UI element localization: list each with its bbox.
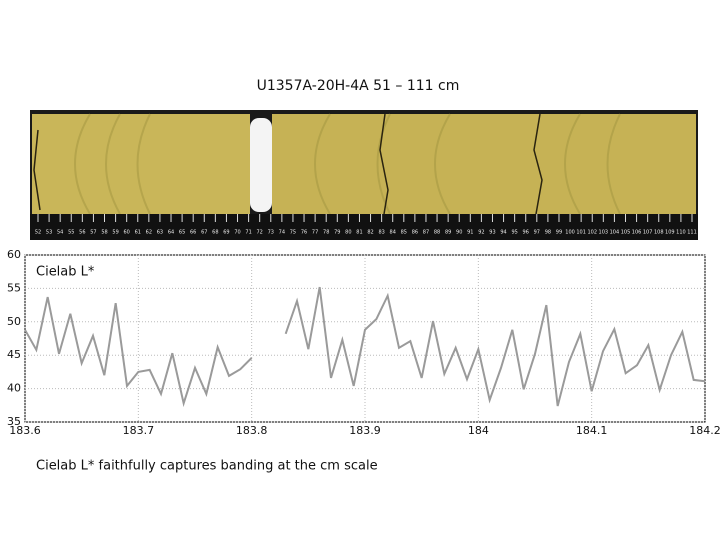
ruler-label: 86 xyxy=(412,230,418,236)
ruler-label: 58 xyxy=(101,230,107,236)
ruler-label: 53 xyxy=(46,230,52,236)
ruler-label: 106 xyxy=(632,230,642,236)
ruler-label: 94 xyxy=(500,230,506,236)
ruler-label: 88 xyxy=(434,230,440,236)
ruler-label: 98 xyxy=(545,230,551,236)
ruler-label: 101 xyxy=(576,230,586,236)
ruler-label: 68 xyxy=(212,230,218,236)
ruler-label: 52 xyxy=(35,230,41,236)
ruler-label: 100 xyxy=(565,230,575,236)
ruler-label: 97 xyxy=(534,230,540,236)
ruler-label: 55 xyxy=(68,230,74,236)
ruler-label: 67 xyxy=(201,230,207,236)
ruler-label: 92 xyxy=(478,230,484,236)
ruler-label: 65 xyxy=(179,230,185,236)
y-tick-label: 55 xyxy=(7,281,21,294)
ruler-label: 83 xyxy=(378,230,384,236)
ruler-label: 87 xyxy=(423,230,429,236)
ruler-label: 77 xyxy=(312,230,318,236)
caption: Cielab L* faithfully captures banding at… xyxy=(36,459,378,474)
core-cracks xyxy=(33,113,543,215)
ruler-label: 60 xyxy=(123,230,129,236)
ruler-label: 80 xyxy=(345,230,351,236)
ruler-label: 74 xyxy=(279,230,285,236)
ruler-label: 85 xyxy=(401,230,407,236)
ruler-label: 105 xyxy=(621,230,631,236)
ruler-label: 64 xyxy=(168,230,174,236)
core-section xyxy=(272,114,696,214)
ruler-label: 66 xyxy=(190,230,196,236)
core-void xyxy=(250,118,272,212)
core-photo: 52 53 54 55 56 57 58 59 60 61 62 63 64 65 66 67 68 69 70 71… xyxy=(30,110,698,240)
ruler-label: 79 xyxy=(334,230,340,236)
ruler-label: 73 xyxy=(268,230,274,236)
ruler-label: 111 xyxy=(687,230,697,236)
x-tick-label: 184 xyxy=(468,424,489,437)
core-banding xyxy=(74,113,621,215)
ruler-label: 95 xyxy=(511,230,517,236)
ruler-label: 108 xyxy=(654,230,664,236)
ruler-label: 70 xyxy=(234,230,240,236)
core-section xyxy=(32,114,250,214)
x-tick-label: 183.7 xyxy=(123,424,155,437)
x-tick-label: 183.6 xyxy=(9,424,41,437)
ruler-label: 89 xyxy=(445,230,451,236)
x-tick-label: 183.8 xyxy=(236,424,268,437)
ruler-label: 57 xyxy=(90,230,96,236)
ruler-label: 76 xyxy=(301,230,307,236)
y-tick-label: 50 xyxy=(7,315,21,328)
ruler-label: 81 xyxy=(356,230,362,236)
ruler-label: 61 xyxy=(135,230,141,236)
slide-title: U1357A-20H-4A 51 – 111 cm xyxy=(257,78,460,94)
y-tick-label: 40 xyxy=(7,382,21,395)
ruler-label: 90 xyxy=(456,230,462,236)
y-tick-label: 45 xyxy=(7,348,21,361)
ruler-label: 107 xyxy=(643,230,653,236)
ruler-label: 99 xyxy=(556,230,562,236)
ruler xyxy=(30,214,698,240)
ruler-label: 109 xyxy=(665,230,675,236)
ruler-label: 62 xyxy=(146,230,152,236)
y-tick-label: 60 xyxy=(7,248,21,261)
ruler-label: 69 xyxy=(223,230,229,236)
ruler-label: 78 xyxy=(323,230,329,236)
ruler-label: 82 xyxy=(367,230,373,236)
ruler-label: 63 xyxy=(157,230,163,236)
ruler-label: 84 xyxy=(390,230,396,236)
y-axis-label: Cielab L* xyxy=(36,265,95,280)
data-line xyxy=(24,286,706,408)
x-tick-label: 184.2 xyxy=(689,424,720,437)
ruler-label: 110 xyxy=(676,230,686,236)
ruler-label: 102 xyxy=(587,230,597,236)
ruler-label: 75 xyxy=(290,230,296,236)
ruler-label: 96 xyxy=(523,230,529,236)
x-tick-label: 183.9 xyxy=(349,424,381,437)
ruler-label: 71 xyxy=(245,230,251,236)
ruler-label: 93 xyxy=(489,230,495,236)
x-tick-label: 184.1 xyxy=(576,424,608,437)
ruler-label: 72 xyxy=(257,230,263,236)
ruler-label: 59 xyxy=(112,230,118,236)
ruler-label: 103 xyxy=(599,230,609,236)
y-tick-label: 35 xyxy=(7,415,21,428)
ruler-label: 54 xyxy=(57,230,63,236)
ruler-label: 56 xyxy=(79,230,85,236)
ruler-label: 104 xyxy=(610,230,620,236)
ruler-label: 91 xyxy=(467,230,473,236)
